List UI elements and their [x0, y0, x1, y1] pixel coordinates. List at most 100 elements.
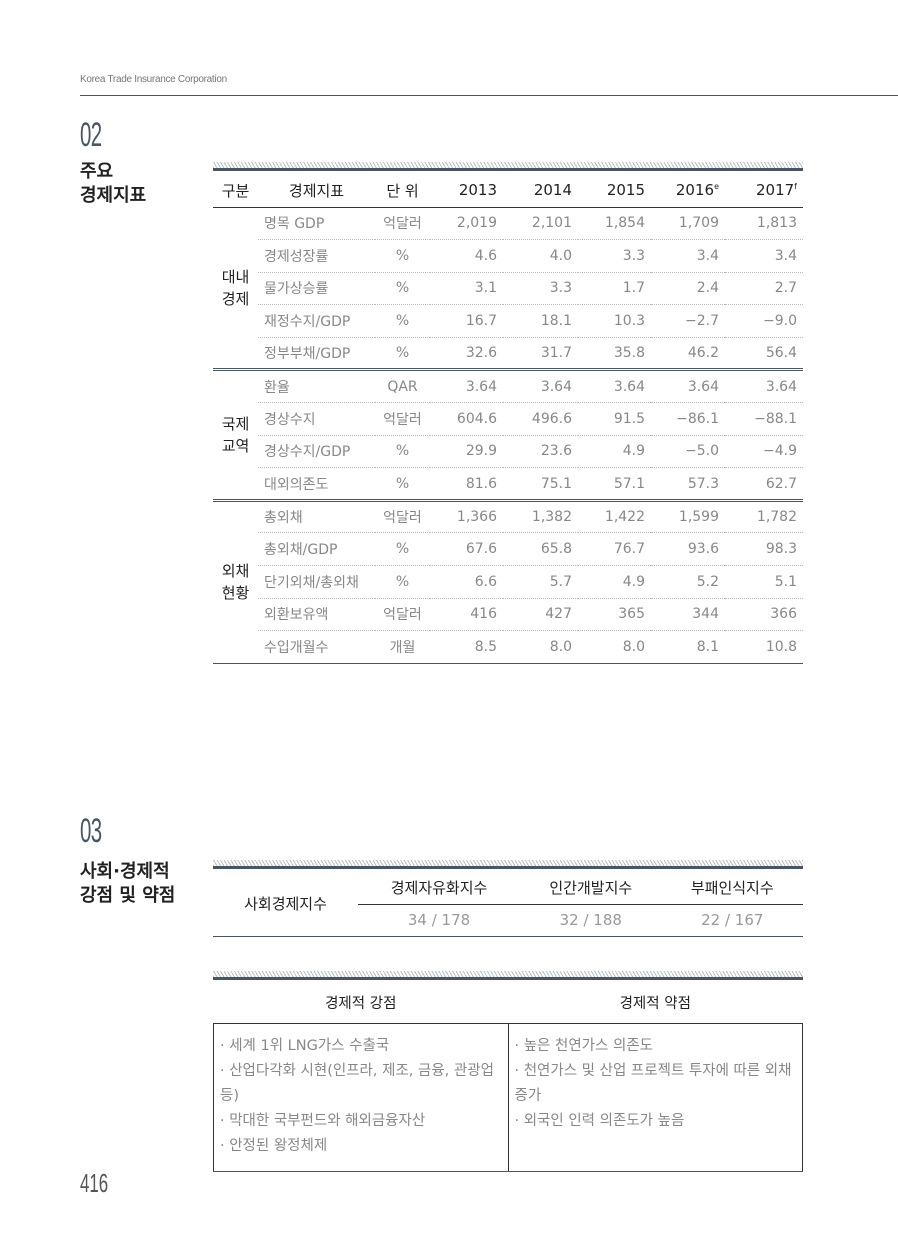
- list-item: · 높은 천연가스 의존도: [514, 1037, 654, 1054]
- value-cell: 10.3: [578, 304, 651, 338]
- value-cell: 1,422: [578, 498, 651, 534]
- value-cell: 46.2: [651, 337, 725, 371]
- indicator-name: 명목 GDP: [258, 207, 375, 241]
- value-cell: 35.8: [578, 337, 651, 371]
- table-row: 물가상승률% 3.1 3.3 1.7 2.4 2.7: [213, 272, 803, 306]
- socio-economic-index-table: 사회경제지수 경제자유화지수 인간개발지수 부패인식지수 34 / 178 32…: [213, 872, 803, 937]
- table-row: 대외의존도% 81.6 75.1 57.1 57.3 62.7: [213, 467, 803, 501]
- list-item: · 안정된 왕정체제: [220, 1137, 328, 1154]
- unit-cell: %: [375, 467, 430, 501]
- indicator-name: 정부부채/GDP: [258, 337, 375, 371]
- value-cell: 3.1: [430, 272, 503, 306]
- value-cell: 1,782: [725, 498, 803, 534]
- value-cell: 3.4: [651, 239, 725, 273]
- indicator-name: 외환보유액: [258, 598, 375, 632]
- title-line: 강점 및 약점: [80, 885, 176, 906]
- value-cell: 1,366: [430, 498, 503, 534]
- list-item: · 세계 1위 LNG가스 수출국: [220, 1037, 390, 1054]
- unit-cell: %: [375, 532, 430, 567]
- value-cell: 56.4: [725, 337, 803, 371]
- value-cell: 93.6: [651, 532, 725, 567]
- economic-indicators-table: 구분 경제지표 단 위 2013 2014 2015 2016e 2017f 대내 경제 명목 G…: [213, 174, 803, 664]
- value-cell: 3.64: [503, 368, 578, 404]
- group-label: 외채 현황: [213, 498, 258, 664]
- unit-cell: %: [375, 435, 430, 469]
- column-header: 2017f: [725, 174, 803, 208]
- value-cell: 8.1: [651, 630, 725, 664]
- list-item: · 산업다각화 시현(인프라, 제조, 금융, 관광업 등): [220, 1062, 494, 1104]
- running-header: Korea Trade Insurance Corporation: [80, 74, 227, 85]
- indicator-name: 단기외채/총외채: [258, 565, 375, 599]
- value-cell: 416: [430, 598, 503, 632]
- indicator-name: 경제성장률: [258, 239, 375, 273]
- list-item: · 외국인 인력 의존도가 높음: [514, 1112, 685, 1129]
- index-value: 22 / 167: [701, 911, 764, 929]
- value-cell: 98.3: [725, 532, 803, 567]
- value-cell: 10.8: [725, 630, 803, 664]
- unit-cell: 억달러: [375, 498, 430, 534]
- weaknesses-heading: 경제적 약점: [508, 983, 803, 1024]
- value-cell: 4.0: [503, 239, 578, 273]
- column-superscript: f: [794, 182, 797, 192]
- index-value: 32 / 188: [559, 911, 622, 929]
- value-cell: 3.4: [725, 239, 803, 273]
- table-row: 경제성장률% 4.6 4.0 3.3 3.4 3.4: [213, 239, 803, 273]
- unit-cell: %: [375, 239, 430, 273]
- table-row: 정부부채/GDP% 32.6 31.7 35.8 46.2 56.4: [213, 337, 803, 371]
- table-row: 대내 경제 명목 GDP 억달러 2,019 2,101 1,854 1,709 1,813: [213, 207, 803, 371]
- value-cell: 604.6: [430, 402, 503, 436]
- value-cell: −4.9: [725, 435, 803, 469]
- value-cell: 496.6: [503, 402, 578, 436]
- list-item: · 천연가스 및 산업 프로젝트 투자에 따른 외채증가: [514, 1062, 792, 1104]
- table-top-rule: [213, 860, 803, 869]
- value-cell: 366: [725, 598, 803, 632]
- unit-cell: 개월: [375, 630, 430, 664]
- section-number: 03: [80, 812, 102, 850]
- page-number: 416: [80, 1168, 109, 1198]
- title-line: 경제지표: [80, 185, 147, 206]
- value-cell: 65.8: [503, 532, 578, 567]
- section-title: 사회·경제적 강점 및 약점: [80, 860, 175, 908]
- value-cell: 1,854: [578, 207, 651, 241]
- table-row: 외환보유액 억달러 416 427 365 344 366: [213, 598, 803, 632]
- value-cell: 1,709: [651, 207, 725, 241]
- unit-cell: QAR: [375, 368, 430, 404]
- value-cell: 344: [651, 598, 725, 632]
- value-cell: 5.7: [503, 565, 578, 599]
- index-value: 34 / 178: [407, 911, 471, 929]
- title-line: 사회·경제적: [80, 861, 170, 882]
- section-number: 02: [80, 116, 102, 154]
- indicator-name: 경상수지/GDP: [258, 435, 375, 469]
- unit-cell: 억달러: [375, 402, 430, 436]
- value-cell: −5.0: [651, 435, 725, 469]
- unit-cell: 억달러: [375, 598, 430, 632]
- value-cell: 81.6: [430, 467, 503, 501]
- strengths-heading: 경제적 강점: [213, 983, 508, 1024]
- value-cell: 3.64: [430, 368, 503, 404]
- value-cell: 8.5: [430, 630, 503, 664]
- table-row: 외채 현황 총외채 억달러 1,366 1,382 1,422 1,599 1,782: [213, 498, 803, 664]
- value-cell: 3.64: [651, 368, 725, 404]
- index-label: 사회경제지수: [244, 895, 327, 914]
- value-cell: 5.1: [725, 565, 803, 599]
- indicator-name: 대외의존도: [258, 467, 375, 501]
- unit-cell: %: [375, 272, 430, 306]
- value-cell: 5.2: [651, 565, 725, 599]
- indicator-name: 재정수지/GDP: [258, 304, 375, 338]
- value-cell: −88.1: [725, 402, 803, 436]
- table-row: 경상수지/GDP% 29.9 23.6 4.9 −5.0 −4.9: [213, 435, 803, 469]
- value-cell: 3.3: [503, 272, 578, 306]
- table-row: 국제 교역 환율 QAR 3.64 3.64 3.64 3.64 3.64: [213, 368, 803, 501]
- table-row: 경상수지 억달러 604.6 496.6 91.5 −86.1 −88.1: [213, 402, 803, 436]
- value-cell: 3.64: [725, 368, 803, 404]
- section-title: 주요 경제지표: [80, 160, 146, 208]
- unit-cell: %: [375, 304, 430, 338]
- value-cell: 23.6: [503, 435, 578, 469]
- value-cell: 4.9: [578, 565, 651, 599]
- weaknesses-list: · 높은 천연가스 의존도 · 천연가스 및 산업 프로젝트 투자에 따른 외채증…: [508, 1023, 803, 1172]
- value-cell: 91.5: [578, 402, 651, 436]
- table-row: 수입개월수 개월 8.5 8.0 8.0 8.1 10.8: [213, 630, 803, 664]
- value-cell: 8.0: [503, 630, 578, 664]
- value-cell: 1,599: [651, 498, 725, 534]
- indicator-name: 총외채: [258, 498, 375, 534]
